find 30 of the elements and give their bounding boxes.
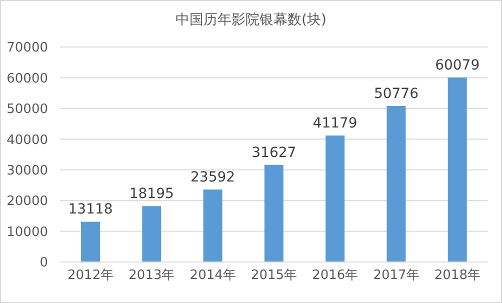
data-label: 23592 (190, 170, 236, 186)
bar (448, 77, 467, 262)
y-tick-label: 20000 (6, 194, 48, 210)
x-tick-label: 2016年 (312, 268, 358, 284)
y-tick-label: 30000 (6, 163, 48, 178)
y-tick-label: 60000 (6, 71, 48, 86)
x-tick-label: 2012年 (68, 268, 114, 284)
bar (386, 106, 406, 262)
data-label: 41179 (312, 116, 358, 132)
x-tick-label: 2018年 (434, 268, 480, 284)
bar (326, 136, 345, 262)
chart-title: 中国历年影院银幕数(块) (174, 11, 328, 29)
bar (81, 222, 100, 262)
x-tick-label: 2017年 (373, 268, 420, 284)
x-tick-label: 2014年 (190, 268, 236, 284)
bar (264, 164, 284, 262)
data-label: 18195 (129, 186, 174, 202)
data-label: 60079 (435, 57, 480, 74)
bar (203, 190, 222, 262)
y-tick-label: 0 (40, 256, 48, 271)
y-tick-label: 10000 (6, 224, 48, 240)
x-tick-label: 2015年 (250, 268, 298, 284)
y-tick-label: 50000 (6, 102, 48, 118)
y-tick-label: 40000 (6, 132, 48, 148)
data-label: 13118 (68, 202, 113, 218)
data-label: 50776 (374, 86, 419, 102)
y-tick-label: 70000 (6, 40, 48, 56)
x-tick-label: 2013年 (128, 268, 175, 284)
data-label: 31627 (252, 144, 296, 161)
bar (142, 206, 162, 262)
